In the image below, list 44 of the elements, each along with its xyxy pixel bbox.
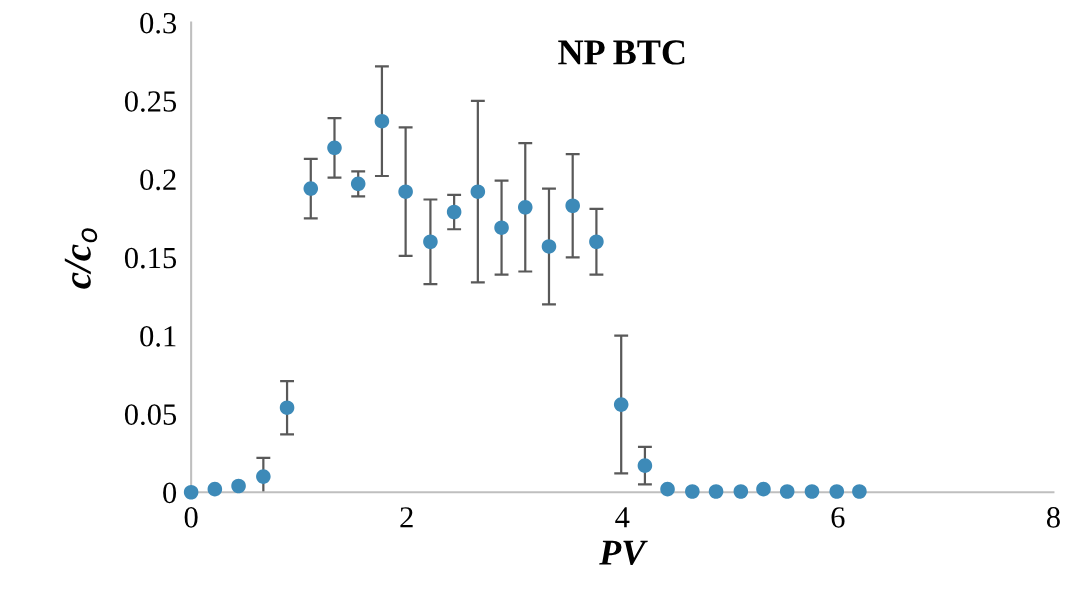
- y-tick-label: 0.15: [124, 247, 177, 269]
- point: [756, 481, 771, 497]
- point: [779, 484, 795, 499]
- y-tick-label: 0.3: [140, 12, 177, 34]
- y-tick-label: 0.1: [140, 325, 176, 347]
- x-axis-title: PV: [599, 540, 648, 566]
- point: [565, 198, 580, 214]
- point: [374, 113, 390, 129]
- point: [637, 458, 653, 473]
- point: [852, 484, 867, 499]
- y-tick-label: 0: [163, 482, 177, 504]
- point: [398, 184, 413, 199]
- point: [829, 484, 845, 499]
- point: [423, 234, 438, 250]
- point: [733, 484, 749, 499]
- point: [256, 469, 271, 484]
- point: [494, 220, 509, 235]
- point: [183, 484, 199, 500]
- point: [279, 400, 295, 416]
- point: [660, 481, 675, 497]
- point: [541, 239, 557, 254]
- point: [685, 484, 700, 499]
- point: [470, 184, 486, 199]
- y-tick-label: 0.2: [140, 169, 176, 191]
- chart-title: NP BTC: [558, 40, 685, 65]
- x-tick-label: 0: [184, 507, 198, 528]
- point: [231, 478, 246, 494]
- point: [613, 397, 629, 412]
- point: [327, 140, 342, 156]
- point: [804, 484, 820, 499]
- x-tick-label: 4: [615, 507, 630, 528]
- y-tick-label: 0.25: [124, 91, 177, 112]
- point: [350, 176, 366, 192]
- point: [303, 181, 319, 196]
- point: [446, 204, 462, 220]
- point: [708, 484, 724, 499]
- x-tick-label: 6: [831, 507, 845, 528]
- x-tick-label: 2: [400, 507, 413, 528]
- point: [517, 200, 533, 215]
- point: [589, 234, 604, 250]
- y-tick-label: 0.05: [124, 404, 177, 426]
- x-tick-label: 8: [1046, 507, 1060, 528]
- point: [207, 481, 223, 497]
- y-axis-title: c/c$_{o}$: [64, 228, 98, 289]
